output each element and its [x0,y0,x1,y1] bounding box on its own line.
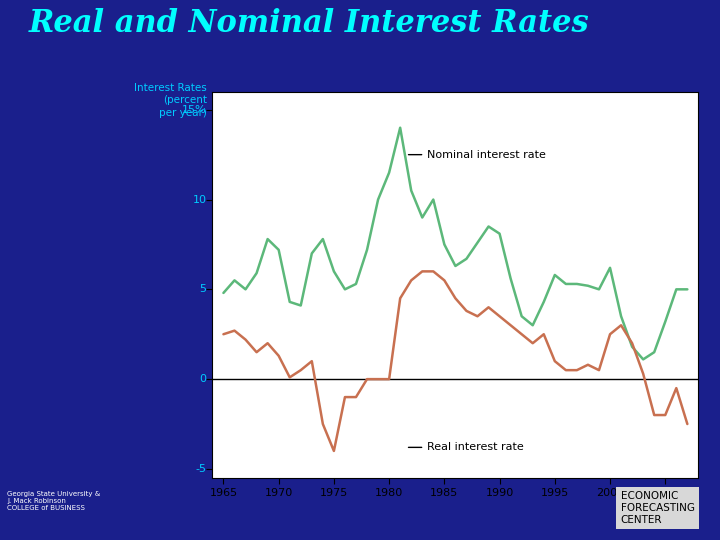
Text: Real interest rate: Real interest rate [427,442,523,453]
Text: 0: 0 [199,374,207,384]
Text: Real and Nominal Interest Rates: Real and Nominal Interest Rates [29,8,590,39]
Text: Interest Rates
(percent
per year): Interest Rates (percent per year) [134,83,207,118]
Text: Nominal interest rate: Nominal interest rate [427,150,546,160]
Text: Georgia State University &
J. Mack Robinson
COLLEGE of BUSINESS: Georgia State University & J. Mack Robin… [7,491,101,511]
Text: ECONOMIC
FORECASTING
CENTER: ECONOMIC FORECASTING CENTER [621,491,695,524]
Text: 15%: 15% [182,105,207,115]
Text: -5: -5 [196,464,207,474]
Text: 5: 5 [199,285,207,294]
Text: 10: 10 [193,194,207,205]
